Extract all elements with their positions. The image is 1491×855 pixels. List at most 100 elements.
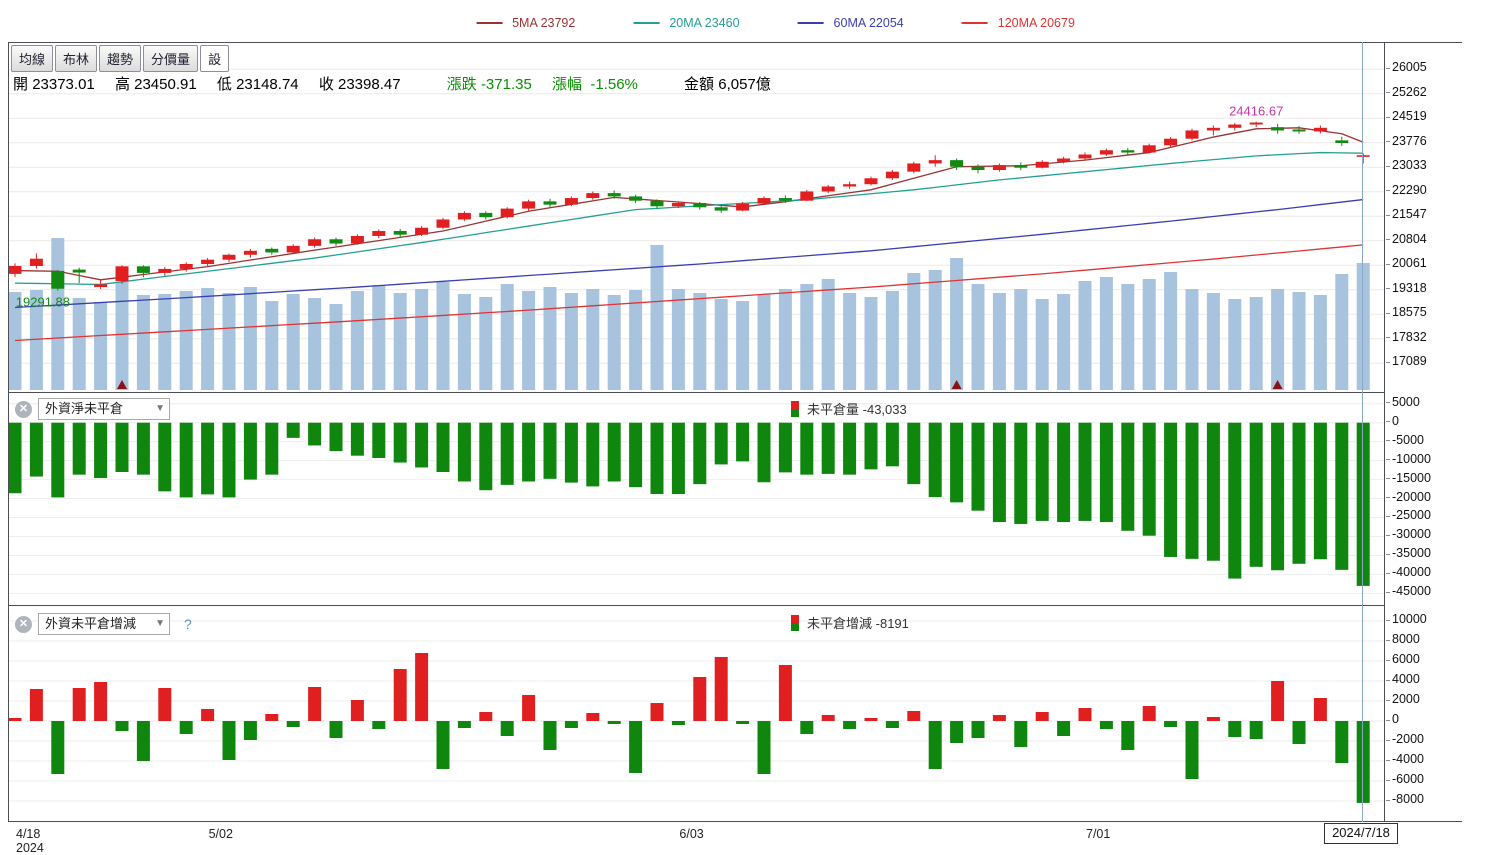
oi-change-plot[interactable] [9,606,1384,822]
toolbar-button-settings[interactable]: 設 [200,45,230,72]
x-axis-label: 6/03 [679,827,704,841]
open-interest-plot[interactable] [9,394,1384,605]
axis-tick-mark [1386,515,1390,517]
oi-axis-label: -40000 [1392,565,1431,580]
axis-tick-mark [1386,759,1390,761]
open-label: 開 [13,76,29,93]
axis-tick-mark [1386,116,1390,118]
price-axis-label: 23033 [1392,158,1427,173]
oi-axis-label: 0 [1392,413,1399,428]
oi-indicator-select-value: 外資淨未平倉 [45,401,124,416]
crosshair-line [1362,42,1363,822]
amount-value: 6,057億 [718,76,771,93]
axis-tick-mark [1386,67,1390,69]
oi-legend-value: -43,033 [862,402,907,417]
axis-tick-mark [1386,591,1390,593]
oi-axis-label: -25000 [1392,508,1431,523]
axis-tick-mark [1386,361,1390,363]
axis-tick-mark [1386,440,1390,442]
toolbar-button-volume-by-price[interactable]: 分價量 [143,45,199,72]
oi-axis-label: -15000 [1392,470,1431,485]
legend-label: 20MA 23460 [669,16,740,30]
x-axis-label: 4/18 [16,827,41,841]
price-axis-label: 26005 [1392,60,1427,75]
low-label: 低 [216,76,232,93]
price-axis-label: 23776 [1392,133,1427,148]
axis-tick-mark [1386,497,1390,498]
amount-label: 金額 [684,76,715,93]
chevron-down-icon: ▼ [155,403,165,414]
oi-change-indicator-select[interactable]: 外資未平倉增減 ▼ [38,613,170,635]
legend-item-5ma: 5MA 23792 [476,16,575,30]
change-value: -371.35 [480,76,532,93]
axis-tick-mark [1386,799,1390,801]
current-date-box: 2024/7/18 [1324,823,1398,844]
chart-toolbar: 均線 布林 趨勢 分價量 設 [11,45,230,72]
axis-tick-mark [1386,719,1390,721]
toolbar-button-ma[interactable]: 均線 [11,45,54,72]
change-pct-value: -1.56% [590,76,638,93]
axis-tick-mark [1386,239,1390,241]
axis-tick-mark [1386,659,1390,661]
x-axis-label: 5/02 [208,827,233,841]
close-icon[interactable]: ✕ [15,615,32,633]
axis-tick-mark [1386,288,1390,290]
help-icon[interactable]: ? [184,616,192,632]
close-label: 收 [318,76,334,93]
change-pct-label: 漲幅 [551,76,582,93]
close-icon[interactable]: ✕ [15,400,32,418]
toolbar-button-bollinger[interactable]: 布林 [55,45,98,72]
axis-tick-mark [1386,478,1390,480]
oi-axis-label: -45000 [1392,584,1431,599]
axis-tick-mark [1386,779,1390,781]
legend-label: 5MA 23792 [512,16,576,30]
oi-change-axis-label: -8000 [1392,792,1424,806]
axis-tick-mark [1386,619,1390,621]
price-axis-label: 20061 [1392,256,1427,271]
oi-change-axis-label: 8000 [1392,632,1420,646]
price-axis-label: 22290 [1392,182,1427,197]
legend-item-20ma: 20MA 23460 [633,16,740,30]
price-axis-label: 21547 [1392,207,1427,222]
oi-axis-label: -20000 [1392,489,1431,504]
legend-dash-icon [476,22,503,24]
axis-tick-mark [1386,699,1390,701]
oi-axis-label: -5000 [1392,432,1424,447]
oi-change-indicator-select-value: 外資未平倉增減 [45,616,137,631]
axis-tick-mark [1386,421,1390,423]
axis-tick-mark [1386,553,1390,555]
change-label: 漲跌 [446,76,477,93]
oi-change-axis-label: -4000 [1392,752,1424,766]
legend-item-120ma: 120MA 20679 [961,16,1075,30]
legend-item-60ma: 60MA 22054 [797,16,904,30]
oi-panel-header: ✕ 外資淨未平倉 ▼ [15,398,170,420]
high-label: 高 [114,76,130,93]
svg-text:24416.67: 24416.67 [1229,104,1283,119]
oi-legend: 未平倉量 -43,033 [791,399,907,418]
close-value: 23398.47 [338,76,401,93]
oi-change-legend-chip-icon [791,614,799,631]
legend-dash-icon [633,22,660,24]
axis-tick-mark [1386,190,1390,192]
oi-change-axis-label: 6000 [1392,652,1420,666]
price-axis-label: 17832 [1392,329,1427,344]
axis-tick-mark [1386,263,1390,265]
panel-divider-1 [9,392,1384,393]
axis-tick-mark [1386,402,1390,404]
axis-tick-mark [1386,639,1390,641]
oi-change-axis-label: -6000 [1392,772,1424,786]
axis-tick-mark [1386,165,1390,167]
svg-text:19291.88: 19291.88 [16,295,70,310]
oi-axis-label: 5000 [1392,394,1420,409]
oi-indicator-select[interactable]: 外資淨未平倉 ▼ [38,398,170,420]
price-axis-label: 25262 [1392,84,1427,99]
oi-change-panel-header: ✕ 外資未平倉增減 ▼ ? [15,613,192,635]
ohlc-info-line: 開 23373.01 高 23450.91 低 23148.74 收 23398… [13,73,787,94]
price-volume-plot[interactable]: 19291.88 24416.67 [9,43,1384,392]
axis-tick-mark [1386,739,1390,741]
chart-frame: 均線 布林 趨勢 分價量 設 開 23373.01 高 23450.91 低 2… [8,42,1385,822]
oi-change-axis-label: -2000 [1392,732,1424,746]
right-axis-area [1385,42,1462,822]
oi-change-legend-value: -8191 [875,616,909,631]
toolbar-button-trend[interactable]: 趨勢 [99,45,142,72]
